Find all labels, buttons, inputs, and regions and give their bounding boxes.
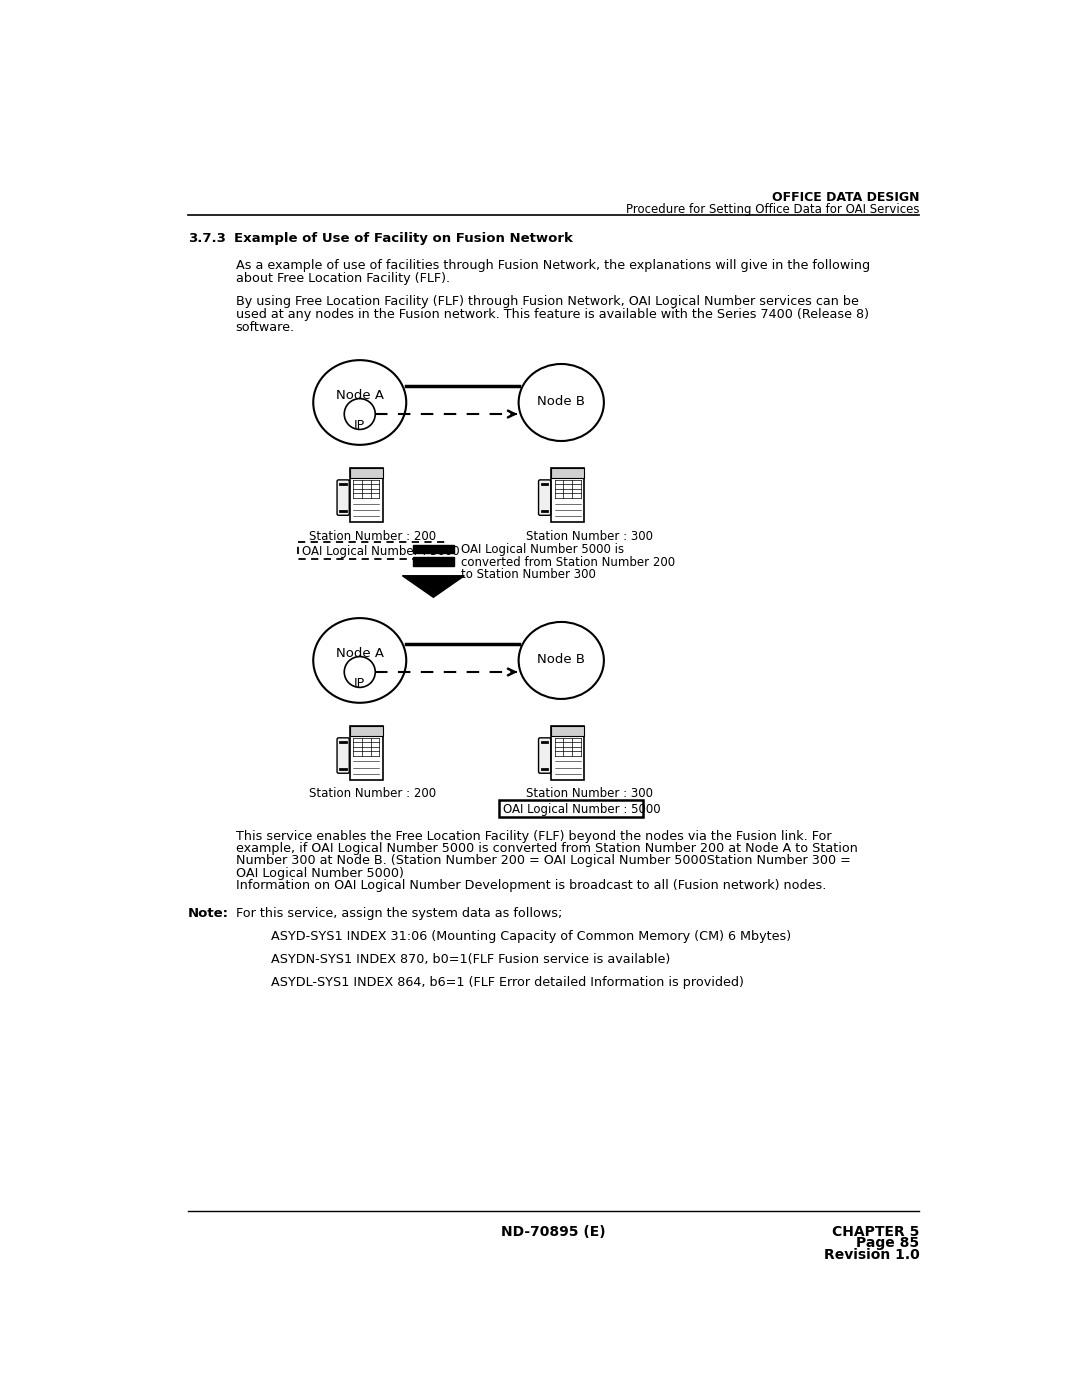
Text: to Station Number 300: to Station Number 300 <box>461 569 596 581</box>
Text: By using Free Location Facility (FLF) through Fusion Network, OAI Logical Number: By using Free Location Facility (FLF) th… <box>235 295 859 307</box>
Text: Node A: Node A <box>336 647 383 659</box>
Bar <box>350 468 382 478</box>
Text: ND-70895 (E): ND-70895 (E) <box>501 1225 606 1239</box>
FancyBboxPatch shape <box>539 481 551 515</box>
Bar <box>414 557 454 566</box>
Text: OAI Logical Number 5000 is: OAI Logical Number 5000 is <box>461 543 624 556</box>
Text: For this service, assign the system data as follows;: For this service, assign the system data… <box>235 907 562 919</box>
Text: Node B: Node B <box>537 395 585 408</box>
Bar <box>552 726 584 780</box>
Text: used at any nodes in the Fusion network. This feature is available with the Seri: used at any nodes in the Fusion network.… <box>235 307 868 321</box>
Text: ASYDN-SYS1 INDEX 870, b0=1(FLF Fusion service is available): ASYDN-SYS1 INDEX 870, b0=1(FLF Fusion se… <box>271 953 670 967</box>
Text: Information on OAI Logical Number Development is broadcast to all (Fusion networ: Information on OAI Logical Number Develo… <box>235 879 826 893</box>
FancyBboxPatch shape <box>539 738 551 774</box>
Text: OAI Logical Number : 5000: OAI Logical Number : 5000 <box>301 545 459 557</box>
Text: OAI Logical Number : 5000: OAI Logical Number : 5000 <box>503 803 661 816</box>
Text: CHAPTER 5: CHAPTER 5 <box>832 1225 919 1239</box>
Text: As a example of use of facilities through Fusion Network, the explanations will : As a example of use of facilities throug… <box>235 258 869 271</box>
Text: Node A: Node A <box>336 388 383 401</box>
FancyBboxPatch shape <box>337 481 349 515</box>
Text: Procedure for Setting Office Data for OAI Services: Procedure for Setting Office Data for OA… <box>625 203 919 217</box>
Text: Station Number : 200: Station Number : 200 <box>309 529 436 542</box>
Polygon shape <box>403 576 464 598</box>
Text: software.: software. <box>235 321 295 334</box>
Text: converted from Station Number 200: converted from Station Number 200 <box>461 556 675 569</box>
Text: OAI Logical Number 5000): OAI Logical Number 5000) <box>235 866 404 880</box>
Text: Note:: Note: <box>188 907 229 919</box>
Text: Node B: Node B <box>537 652 585 666</box>
FancyBboxPatch shape <box>337 738 349 774</box>
Bar <box>414 545 454 553</box>
Text: about Free Location Facility (FLF).: about Free Location Facility (FLF). <box>235 271 450 285</box>
Text: 3.7.3: 3.7.3 <box>188 232 226 246</box>
Text: Station Number : 200: Station Number : 200 <box>309 788 436 800</box>
Text: Station Number : 300: Station Number : 300 <box>526 529 653 542</box>
Bar <box>350 468 382 522</box>
Text: Example of Use of Facility on Fusion Network: Example of Use of Facility on Fusion Net… <box>234 232 573 246</box>
Text: ASYD-SYS1 INDEX 31:06 (Mounting Capacity of Common Memory (CM) 6 Mbytes): ASYD-SYS1 INDEX 31:06 (Mounting Capacity… <box>271 930 791 943</box>
Bar <box>552 468 584 478</box>
Text: example, if OAI Logical Number 5000 is converted from Station Number 200 at Node: example, if OAI Logical Number 5000 is c… <box>235 842 858 855</box>
Text: OFFICE DATA DESIGN: OFFICE DATA DESIGN <box>772 191 919 204</box>
Bar <box>552 726 584 736</box>
Text: IP: IP <box>354 678 365 690</box>
Bar <box>552 468 584 522</box>
Text: IP: IP <box>354 419 365 433</box>
Bar <box>350 726 382 736</box>
Bar <box>499 800 643 817</box>
Text: This service enables the Free Location Facility (FLF) beyond the nodes via the F: This service enables the Free Location F… <box>235 830 832 842</box>
Text: ASYDL-SYS1 INDEX 864, b6=1 (FLF Error detailed Information is provided): ASYDL-SYS1 INDEX 864, b6=1 (FLF Error de… <box>271 977 743 989</box>
Text: Number 300 at Node B. (Station Number 200 = OAI Logical Number 5000Station Numbe: Number 300 at Node B. (Station Number 20… <box>235 855 851 868</box>
Bar <box>350 726 382 780</box>
Text: Page 85: Page 85 <box>856 1236 919 1250</box>
Text: Revision 1.0: Revision 1.0 <box>824 1248 919 1261</box>
Text: Station Number : 300: Station Number : 300 <box>526 788 653 800</box>
